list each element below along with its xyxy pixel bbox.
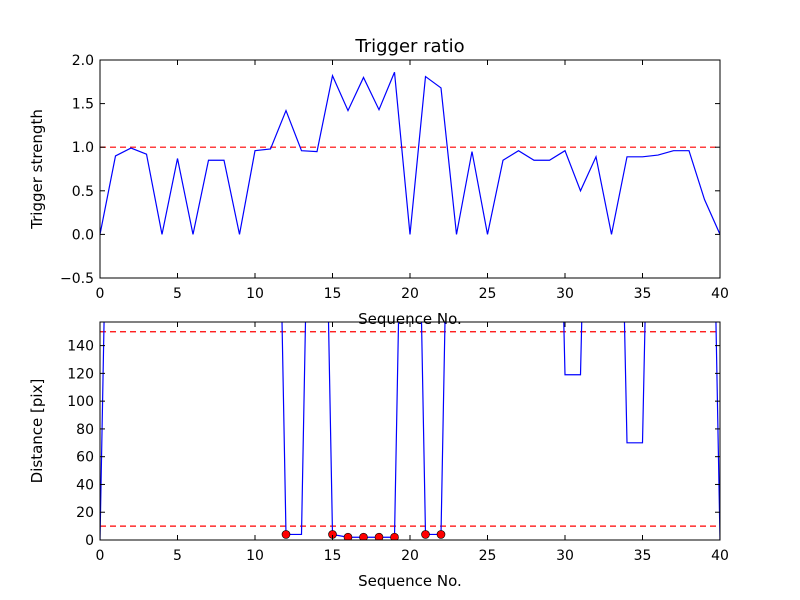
top-axes-frame: [99, 59, 721, 279]
bottom-ytick-label-3: 60: [76, 450, 94, 466]
bottom-xtick-label-7: 35: [634, 548, 652, 564]
top-xtick-label-8: 40: [711, 286, 729, 302]
top-xtick-label-3: 15: [324, 286, 342, 302]
bottom-ytick-label-0: 0: [85, 533, 94, 549]
bottom-xtick-label-0: 0: [96, 548, 105, 564]
bottom-plot-area: [100, 322, 720, 540]
bottom-xtick-label-4: 20: [401, 548, 419, 564]
bottom-ytick-label-7: 140: [67, 339, 94, 355]
bottom-marker-0: [281, 530, 291, 539]
top-ytick-label-0: −0.5: [60, 271, 94, 287]
top-x-axis-label: Sequence No.: [358, 310, 462, 328]
bottom-xtick-label-5: 25: [479, 548, 497, 564]
top-plot-area: [100, 71, 720, 235]
top-xtick-label-7: 35: [634, 286, 652, 302]
top-ytick-label-4: 1.5: [72, 97, 94, 113]
bottom-ytick-label-5: 100: [67, 394, 94, 410]
bottom-ytick-label-6: 120: [67, 366, 94, 382]
bottom-xtick-label-3: 15: [324, 548, 342, 564]
bottom-y-axis-label: Distance [pix]: [28, 379, 46, 484]
top-xtick-label-0: 0: [96, 286, 105, 302]
bottom-ytick-label-4: 80: [76, 422, 94, 438]
top-series-line-0: [100, 71, 720, 235]
bottom-xtick-label-2: 10: [246, 548, 264, 564]
top-xtick-label-4: 20: [401, 286, 419, 302]
bottom-series-line-0: [100, 322, 720, 540]
bottom-xtick-label-8: 40: [711, 548, 729, 564]
bottom-marker-7: [436, 530, 446, 539]
bottom-ytick-label-1: 20: [76, 505, 94, 521]
bottom-marker-6: [421, 530, 430, 539]
top-ytick-label-1: 0.0: [72, 227, 94, 243]
top-xtick-label-1: 5: [173, 286, 182, 302]
bottom-xtick-label-6: 30: [556, 548, 574, 564]
top-y-axis-label: Trigger strength: [28, 109, 46, 230]
top-xtick-label-5: 25: [479, 286, 497, 302]
bottom-x-axis-label: Sequence No.: [358, 572, 462, 590]
top-chart-title: Trigger ratio: [354, 36, 464, 57]
top-ytick-label-5: 2.0: [72, 53, 94, 69]
bottom-marker-4: [374, 532, 384, 540]
top-xtick-label-2: 10: [246, 286, 264, 302]
bottom-marker-3: [359, 532, 368, 540]
bottom-xtick-label-1: 5: [173, 548, 182, 564]
top-ytick-label-3: 1.0: [72, 140, 94, 156]
top-ytick-label-2: 0.5: [72, 184, 94, 200]
top-xtick-label-6: 30: [556, 286, 574, 302]
bottom-marker-2: [343, 532, 353, 540]
bottom-ytick-label-2: 40: [76, 477, 94, 493]
bottom-marker-5: [390, 532, 399, 540]
